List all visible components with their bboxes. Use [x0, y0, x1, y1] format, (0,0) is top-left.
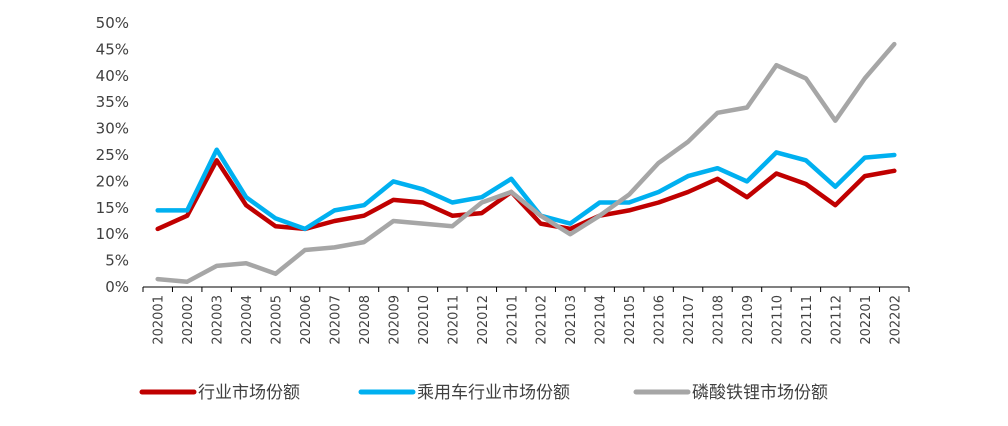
y-tick-label: 10% — [96, 225, 129, 243]
x-tick-label: 202003 — [211, 295, 226, 345]
x-tick-label: 202009 — [387, 295, 402, 345]
x-tick-label: 202002 — [181, 295, 196, 345]
series-line-1 — [155, 158, 897, 232]
x-tick-label: 202106 — [653, 295, 668, 345]
x-tick-label: 202112 — [829, 295, 844, 345]
y-tick-label: 20% — [96, 172, 129, 190]
x-tick-label: 202004 — [240, 295, 255, 345]
y-tick-label: 0% — [105, 278, 129, 296]
x-tick-label: 202007 — [329, 295, 344, 345]
x-tick-label: 202105 — [623, 295, 638, 345]
y-tick-label: 35% — [96, 93, 129, 111]
x-tick-label: 202108 — [712, 295, 727, 345]
x-tick-label: 202010 — [417, 295, 432, 345]
x-tick-label: 202201 — [859, 295, 874, 345]
legend-label: 行业市场份额 — [198, 383, 300, 403]
x-tick-label: 202202 — [888, 295, 903, 345]
x-tick-label: 202008 — [358, 295, 373, 345]
x-tick-label: 202005 — [270, 295, 285, 345]
x-tick-label: 202102 — [535, 295, 550, 345]
series-layer — [155, 41, 897, 284]
x-tick-label: 202107 — [682, 295, 697, 345]
x-axis-ticks: 202001 202002 202003 202004 202005 202006 2020… — [142, 287, 910, 345]
x-tick-label: 202110 — [770, 295, 785, 345]
x-tick-label: 202001 — [152, 295, 167, 345]
y-tick-label: 40% — [96, 67, 129, 85]
y-tick-label: 25% — [96, 146, 129, 164]
series-line-2 — [155, 147, 897, 232]
y-tick-label: 5% — [105, 252, 129, 270]
series-line-3 — [155, 41, 897, 284]
x-tick-label: 202111 — [800, 295, 815, 345]
legend-label: 乘用车行业市场份额 — [417, 383, 570, 403]
x-tick-label: 202101 — [505, 295, 520, 345]
y-tick-label: 45% — [96, 40, 129, 58]
y-tick-label: 50% — [96, 14, 129, 32]
x-tick-label: 202109 — [741, 295, 756, 345]
y-tick-label: 15% — [96, 199, 129, 217]
y-tick-label: 30% — [96, 120, 129, 138]
x-tick-label: 202104 — [594, 295, 609, 345]
x-tick-label: 202011 — [446, 295, 461, 345]
y-axis-ticks: 0% 5% 10% 15% 20% 25% 30% 35% 40% 45% 50% — [96, 14, 129, 296]
legend: 行业市场份额 乘用车行业市场份额 磷酸铁锂市场份额 — [139, 383, 828, 403]
x-tick-label: 202012 — [476, 295, 491, 345]
x-tick-label: 202103 — [564, 295, 579, 345]
legend-label: 磷酸铁锂市场份额 — [692, 383, 828, 403]
x-tick-label: 202006 — [299, 295, 314, 345]
